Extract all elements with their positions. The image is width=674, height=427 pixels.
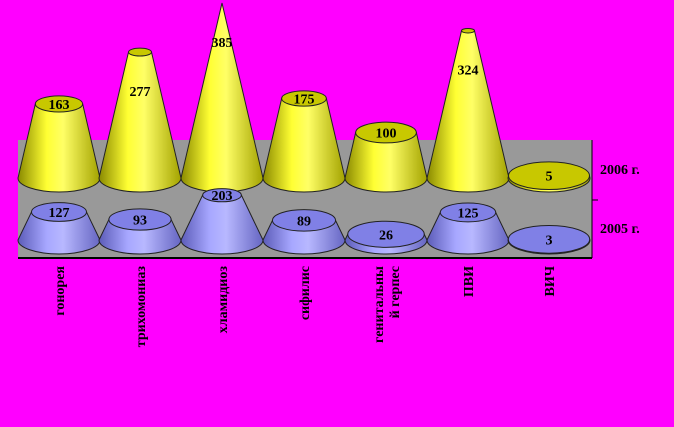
cone-top-2005 — [31, 202, 87, 222]
cone-2006 — [426, 30, 510, 193]
data-label-2006: 385 — [212, 36, 233, 51]
cone-top-2005 — [439, 202, 497, 223]
data-label-2006: 5 — [546, 170, 553, 185]
cone-2006 — [17, 103, 101, 193]
data-label-2006: 100 — [376, 127, 397, 142]
data-label-2005: 127 — [49, 206, 70, 221]
category-label-line: ПВИ — [462, 266, 477, 297]
category-label-line: сифилис — [298, 266, 313, 320]
cone-top-2006 — [355, 121, 417, 144]
cone-top-2006 — [508, 161, 590, 191]
data-label-2005: 125 — [458, 206, 479, 221]
category-label: хламидиоз — [216, 266, 231, 334]
category-label-line: хламидиоз — [216, 266, 231, 334]
data-label-2006: 163 — [49, 98, 70, 113]
cone-2005 — [180, 194, 264, 255]
data-label-2006: 324 — [458, 64, 479, 79]
category-label-line: генитальны — [372, 266, 387, 343]
category-label-line: гонорея — [53, 266, 68, 316]
cone-top-2005 — [271, 209, 337, 232]
category-label-line: трихомониаз — [134, 266, 149, 348]
data-label-2005: 203 — [212, 189, 233, 204]
cone-top-2006 — [34, 95, 84, 113]
data-label-2005: 89 — [297, 214, 311, 229]
series-label-2005: 2005 г. — [600, 222, 640, 237]
category-label: ВИЧ — [543, 265, 558, 296]
category-label-line: ВИЧ — [543, 265, 558, 296]
category-label: сифилис — [298, 266, 313, 320]
data-label-2006: 277 — [130, 85, 151, 100]
category-label-line: й герпес — [388, 266, 403, 318]
cone-top-2006 — [461, 28, 475, 34]
data-label-2006: 175 — [294, 92, 315, 107]
data-label-2005: 26 — [379, 228, 393, 243]
cone-2005 — [98, 218, 182, 255]
category-label: трихомониаз — [134, 266, 149, 348]
cone-2006 — [180, 2, 264, 193]
cone-2006 — [262, 97, 346, 193]
data-label-2005: 3 — [546, 233, 553, 248]
category-label: ПВИ — [462, 266, 477, 297]
category-label: генитальны й герпес — [372, 266, 403, 343]
cone-top-2006 — [281, 90, 327, 107]
data-label-2005: 93 — [133, 213, 147, 228]
series-label-2006: 2006 г. — [600, 163, 640, 178]
cone-top-2006 — [127, 47, 153, 57]
cone-top-2005 — [202, 188, 242, 203]
cone-2006 — [98, 51, 182, 193]
cone-top-2005 — [108, 208, 172, 231]
cone-top-2005 — [507, 224, 591, 254]
cone-2006 — [344, 132, 428, 193]
cone-top-2005 — [347, 220, 425, 248]
category-label: гонорея — [53, 266, 68, 316]
